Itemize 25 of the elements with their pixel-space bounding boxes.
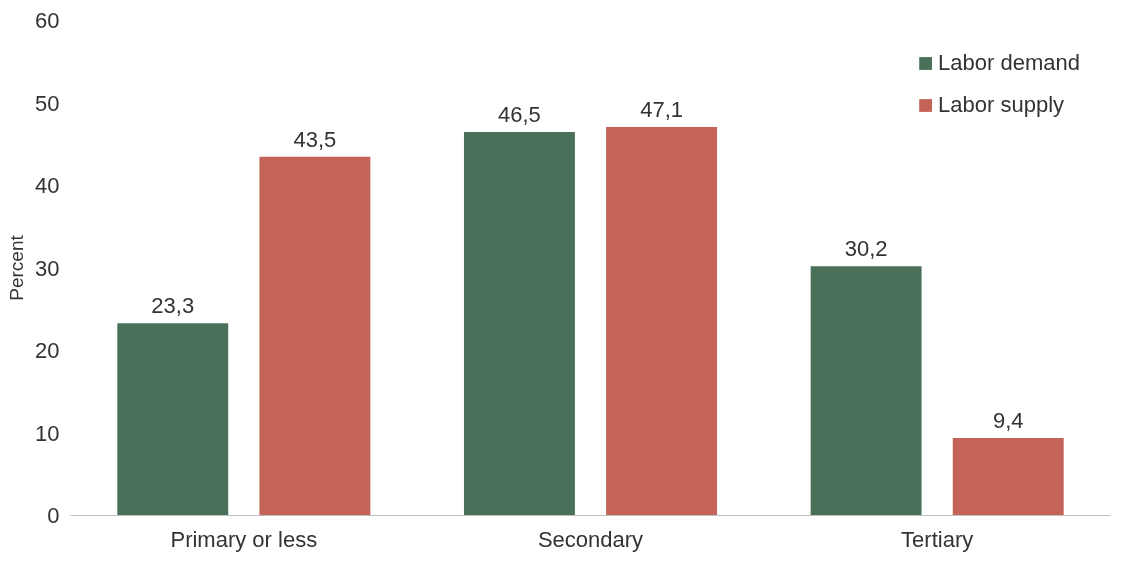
bar (952, 437, 1064, 516)
data-label: 9,4 (992, 407, 1024, 433)
bar (259, 156, 371, 516)
x-tick-label: Primary or less (170, 526, 318, 552)
legend-label: Labor supply (938, 92, 1065, 118)
y-tick-label: 0 (47, 503, 60, 528)
x-tick-label: Tertiary (901, 526, 974, 552)
y-axis-title: Percent (6, 234, 28, 301)
data-label: 23,3 (151, 293, 195, 319)
bar (606, 126, 718, 516)
bar (117, 323, 229, 516)
bar (810, 266, 922, 516)
y-tick-label: 50 (35, 90, 60, 116)
legend-label: Labor demand (938, 50, 1080, 76)
y-tick-label: 10 (35, 420, 60, 446)
data-label: 47,1 (640, 96, 683, 122)
y-tick-label: 60 (35, 8, 60, 33)
y-tick-label: 30 (35, 255, 60, 281)
data-label: 30,2 (844, 236, 888, 262)
x-tick-label: Secondary (537, 526, 644, 552)
data-label: 43,5 (293, 126, 337, 152)
bar (463, 131, 575, 516)
y-tick-label: 40 (35, 173, 60, 198)
data-label: 46,5 (498, 101, 541, 127)
y-tick-label: 20 (35, 338, 60, 363)
